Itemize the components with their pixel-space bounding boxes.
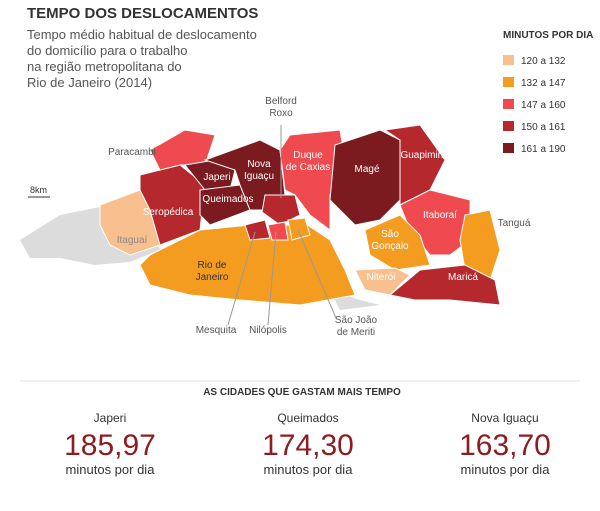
region-label: São (381, 229, 399, 240)
leader-line (297, 229, 337, 319)
subtitle: do domicílio para o trabalho (27, 43, 187, 58)
city-value: 185,97 (64, 429, 156, 462)
scale-label: 8km (30, 185, 47, 195)
region (287, 217, 311, 241)
city-unit: minutos por dia (264, 462, 354, 477)
section-title: AS CIDADES QUE GASTAM MAIS TEMPO (203, 387, 401, 398)
title: TEMPO DOS DESLOCAMENTOS (27, 5, 258, 22)
region-label: Nova (247, 159, 271, 170)
subtitle: na região metropolitana do (27, 59, 182, 74)
region-label: Queimados (202, 194, 253, 205)
legend-swatch (503, 77, 514, 87)
region-label: São João (335, 315, 378, 326)
city-name: Nova Iguaçu (471, 411, 538, 425)
subtitle: Rio de Janeiro (2014) (27, 75, 152, 90)
legend-swatch (503, 55, 514, 65)
region-label: Paracambi (108, 147, 156, 158)
legend-swatch (503, 99, 514, 109)
region-label: Duque (293, 150, 323, 161)
city-name: Japeri (94, 411, 127, 425)
region (199, 184, 251, 226)
legend-label: 161 a 190 (521, 144, 566, 155)
region-label: Mesquita (196, 325, 237, 336)
region (279, 129, 346, 231)
legend-title: MINUTOS POR DIA (503, 30, 593, 41)
legend-label: 150 a 161 (521, 122, 566, 133)
leader-line (227, 231, 256, 326)
region-label: Itaboraí (423, 210, 457, 221)
region-label: Japeri (203, 172, 230, 183)
subtitle: Tempo médio habitual de deslocamento (27, 27, 257, 42)
regions (99, 124, 501, 306)
region-label: Belford (265, 96, 297, 107)
region-label: Gonçalo (371, 241, 409, 252)
legend-label: 120 a 132 (521, 56, 566, 67)
region (354, 267, 411, 296)
region-label: Nilópolis (249, 325, 287, 336)
city-value: 174,30 (262, 429, 354, 462)
region-label: Roxo (269, 108, 293, 119)
region-label: de Meriti (337, 327, 375, 338)
region-label: Seropédica (143, 207, 194, 218)
city-unit: minutos por dia (461, 462, 551, 477)
city-unit: minutos por dia (66, 462, 156, 477)
region-label: Iguaçu (244, 171, 274, 182)
region (267, 221, 289, 241)
region-label: Magé (354, 164, 379, 175)
legend-swatch (503, 121, 514, 131)
region-label: de Caxias (286, 162, 330, 173)
region-label: Itaguaí (117, 235, 148, 246)
region (388, 264, 501, 306)
region-label: Guapimirim (400, 150, 451, 161)
region-label: Rio de (198, 260, 227, 271)
legend-label: 147 a 160 (521, 100, 566, 111)
region-label: Maricá (448, 272, 478, 283)
region-label: Niterói (367, 272, 396, 283)
region (329, 129, 401, 226)
legend-label: 132 a 147 (521, 78, 566, 89)
legend-swatch (503, 143, 514, 153)
region-label: Janeiro (196, 272, 229, 283)
region (244, 219, 271, 241)
region (364, 214, 431, 271)
city-name: Queimados (277, 411, 338, 425)
region-label: Tanguá (498, 218, 531, 229)
region (139, 164, 206, 246)
leader-line (267, 231, 277, 326)
city-value: 163,70 (459, 429, 551, 462)
